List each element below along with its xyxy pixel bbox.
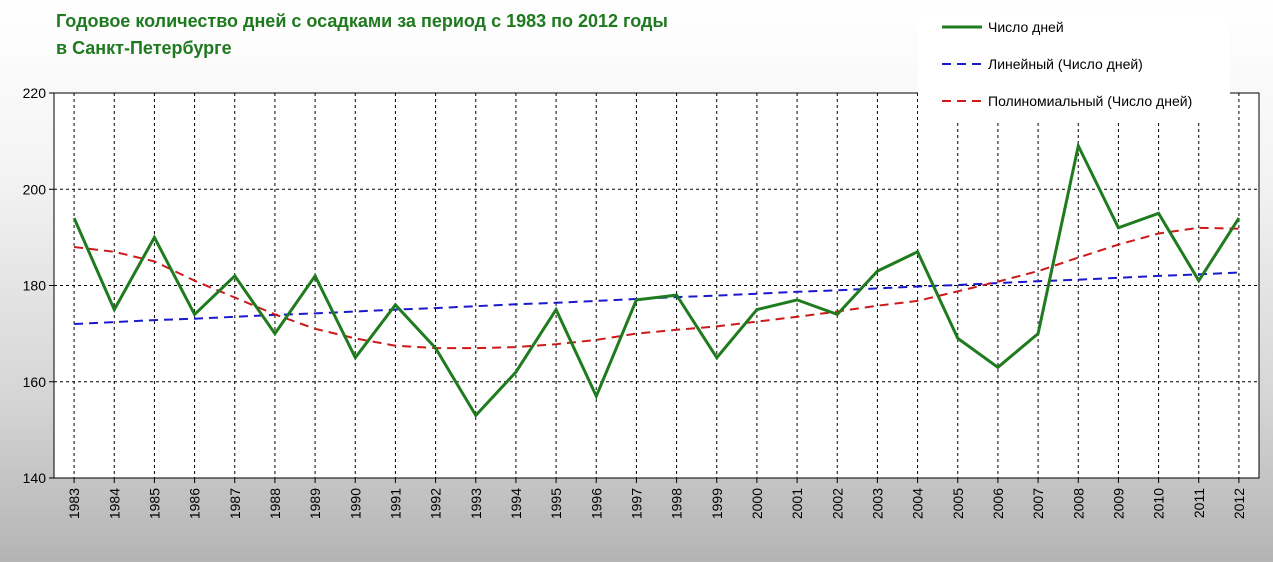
x-tick-label: 1991: [387, 488, 403, 519]
x-tick-label: 2000: [749, 488, 765, 519]
chart-title: Годовое количество дней с осадками за пе…: [56, 8, 668, 62]
x-tick-label: 1995: [548, 488, 564, 519]
chart-title-line2: в Санкт-Петербурге: [56, 38, 232, 58]
x-tick-label: 1992: [428, 488, 444, 519]
legend-item-actual: Число дней: [942, 17, 1064, 37]
x-tick-label: 1996: [588, 488, 604, 519]
x-tick-label: 1986: [187, 488, 203, 519]
x-tick-label: 2012: [1231, 488, 1247, 519]
y-tick-label: 160: [23, 374, 47, 390]
x-tick-label: 2009: [1110, 488, 1126, 519]
legend-swatch-actual: [942, 25, 982, 29]
x-tick-label: 1983: [66, 488, 82, 519]
y-tick-label: 180: [23, 278, 47, 294]
x-tick-label: 1984: [106, 488, 122, 519]
legend-label-poly: Полиномиальный (Число дней): [988, 93, 1193, 109]
x-tick-label: 1985: [146, 488, 162, 519]
x-tick-label: 1987: [227, 488, 243, 519]
x-tick-label: 2002: [829, 488, 845, 519]
legend-label-linear: Линейный (Число дней): [988, 56, 1143, 72]
x-tick-label: 2007: [1030, 488, 1046, 519]
series-line-poly: [73, 226, 1239, 350]
series-line-actual: [72, 141, 1241, 418]
x-tick-label: 2006: [990, 488, 1006, 519]
x-tick-label: 1989: [307, 488, 323, 519]
x-tick-label: 2008: [1070, 488, 1086, 519]
x-tick-label: 2005: [950, 488, 966, 519]
legend-item-linear: Линейный (Число дней): [942, 54, 1143, 74]
x-tick-label: 2010: [1151, 488, 1167, 519]
x-tick-label: 1999: [709, 488, 725, 519]
y-tick-label: 140: [23, 470, 47, 486]
chart-legend: Число дней Линейный (Число дней) Полином…: [918, 10, 1230, 122]
y-tick-label: 220: [23, 85, 47, 101]
x-tick-label: 2004: [910, 488, 926, 519]
x-tick-label: 2011: [1191, 488, 1207, 518]
legend-item-poly: Полиномиальный (Число дней): [942, 91, 1192, 111]
x-tick-label: 1988: [267, 488, 283, 519]
x-tick-label: 1997: [628, 488, 644, 519]
chart-title-line1: Годовое количество дней с осадками за пе…: [56, 11, 668, 31]
x-tick-label: 1994: [508, 488, 524, 519]
legend-swatch-poly: [942, 100, 982, 102]
x-tick-label: 1993: [468, 488, 484, 519]
legend-label-actual: Число дней: [988, 19, 1064, 35]
x-tick-label: 1998: [669, 488, 685, 519]
x-tick-label: 2001: [789, 488, 805, 519]
legend-swatch-linear: [942, 63, 982, 65]
x-tick-label: 2003: [869, 488, 885, 519]
y-tick-label: 200: [23, 181, 47, 197]
x-tick-label: 1990: [347, 488, 363, 519]
